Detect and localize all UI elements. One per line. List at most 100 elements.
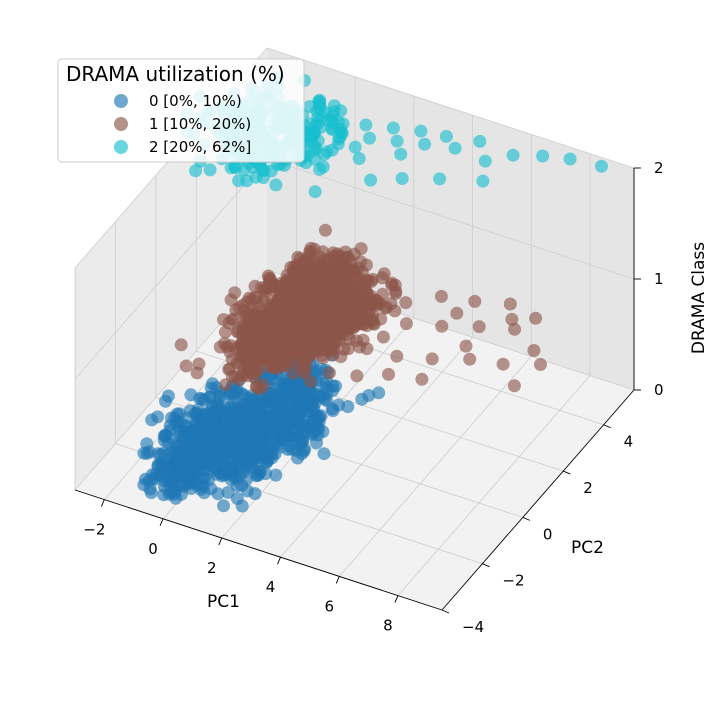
scatter-point — [322, 336, 336, 350]
scatter-point — [399, 296, 413, 310]
scatter-point — [243, 361, 257, 375]
scatter-point — [473, 134, 487, 148]
scatter-point — [359, 118, 373, 132]
x-tick-mark — [218, 537, 223, 546]
scatter-point — [269, 468, 283, 482]
y-tick-mark — [522, 516, 531, 521]
scatter-point — [236, 320, 250, 334]
scatter-point — [157, 446, 171, 460]
scatter-point — [353, 340, 366, 354]
scatter-point — [418, 137, 432, 151]
scatter-point — [193, 434, 207, 448]
scatter-point — [298, 344, 312, 358]
scatter-point — [281, 401, 295, 415]
scatter-point — [347, 285, 361, 299]
scatter-point — [389, 284, 403, 298]
legend-marker-class-1 — [114, 117, 128, 131]
scatter-point — [313, 102, 327, 115]
scatter-point — [269, 178, 283, 192]
scatter-point — [227, 469, 241, 483]
scatter-point — [364, 173, 378, 187]
tick-labels: −2 0 2 4 6 8 −4 −2 0 2 4 0 1 2 — [83, 159, 663, 636]
grid-line-z-back — [266, 158, 635, 280]
scatter-point — [294, 275, 307, 289]
scatter-point — [249, 304, 263, 318]
y-tick-label: 0 — [543, 525, 553, 543]
x-tick-mark — [335, 576, 340, 584]
y-axis-label: PC2 — [571, 538, 604, 558]
scatter-point — [315, 349, 329, 362]
scatter-point — [496, 357, 510, 371]
scatter-point — [322, 366, 336, 380]
scatter-point — [505, 312, 519, 326]
scatter-point — [394, 147, 408, 161]
scatter-point — [264, 437, 278, 451]
z-tick-label: 2 — [654, 159, 664, 177]
scatter-point — [503, 297, 517, 311]
floor-pane — [75, 270, 634, 610]
scatter-point — [260, 308, 274, 322]
scatter-point — [288, 421, 302, 435]
scatter-point — [179, 359, 193, 373]
scatter-point — [366, 307, 380, 321]
scatter-point — [299, 358, 313, 372]
x-tick-label: 2 — [207, 559, 217, 577]
scatter-point — [138, 472, 152, 486]
scatter-point — [299, 287, 313, 301]
scatter-point — [439, 129, 453, 143]
scatter-point — [363, 131, 376, 145]
y-tick-label: 2 — [583, 479, 593, 497]
scatter-point — [468, 294, 482, 308]
scatter-point — [326, 404, 340, 418]
scatter-point — [463, 352, 477, 366]
y-tick-label: −4 — [462, 618, 484, 636]
scatter-point — [196, 419, 210, 433]
scatter-point — [331, 115, 345, 129]
scatter-point — [151, 459, 165, 473]
scatter-point — [235, 440, 249, 454]
y-axis-line — [441, 389, 635, 611]
scatter-point — [332, 249, 346, 263]
x-tick-label: 6 — [324, 597, 334, 615]
scatter-point — [137, 446, 151, 460]
scatter-point — [435, 319, 449, 333]
scatter-point — [145, 413, 159, 427]
scatter-point — [314, 409, 328, 423]
scatter-point — [235, 337, 249, 350]
scatter-point — [304, 375, 317, 389]
scatter-point — [190, 478, 204, 492]
scatter-point — [508, 322, 522, 336]
scatter-point — [433, 172, 447, 186]
scatter-point — [209, 445, 222, 459]
scatter-point — [314, 316, 328, 330]
scatter-point — [563, 152, 577, 166]
scatter-point — [253, 465, 267, 479]
scatter-point — [459, 339, 473, 353]
scatter-point — [257, 164, 271, 177]
scatter-point — [376, 330, 390, 344]
scatter-point — [329, 379, 342, 393]
z-tick-label: 1 — [654, 270, 664, 288]
scatter-point — [270, 403, 284, 417]
x-tick-mark — [159, 518, 164, 526]
grid-line-z-left — [74, 158, 268, 380]
x-tick-mark — [100, 499, 105, 507]
y-tick-mark — [603, 424, 611, 429]
scatter-point — [313, 162, 327, 176]
scatter-point — [355, 392, 369, 406]
scatter-point — [360, 319, 374, 333]
scatter-point — [286, 366, 300, 380]
grid-line-z-back — [266, 47, 635, 169]
scatter-point — [308, 185, 322, 199]
scatter-point — [258, 353, 272, 366]
scatter-point — [472, 320, 486, 334]
scatter-point — [224, 161, 238, 175]
scatter-point — [341, 327, 355, 341]
scatter-point — [253, 451, 267, 465]
scatter-point — [240, 472, 254, 486]
scatter-point — [350, 369, 364, 383]
scatter-point — [317, 447, 331, 461]
z-axis-label: DRAMA Class — [689, 242, 709, 354]
scatter-point — [476, 174, 490, 188]
